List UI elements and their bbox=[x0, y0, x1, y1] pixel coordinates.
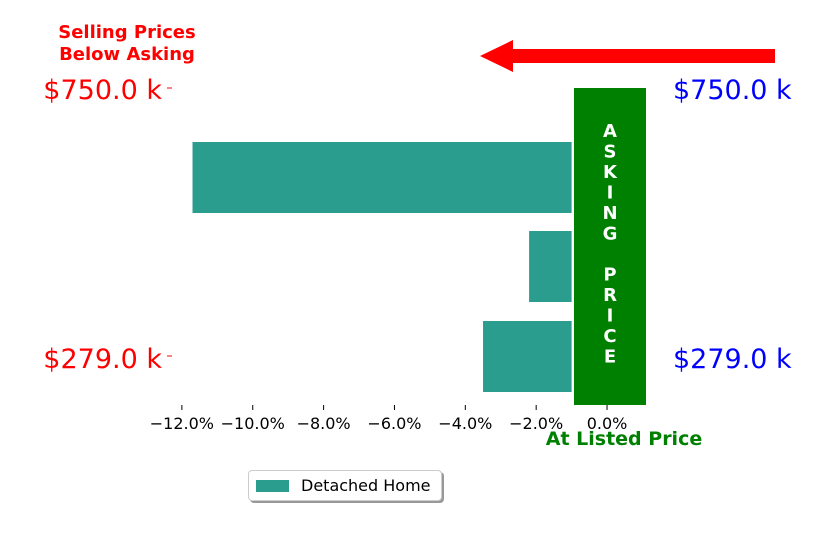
asking-price-letter: A bbox=[603, 121, 617, 142]
chart-title-line-1: Selling Prices bbox=[58, 22, 195, 43]
asking-price-letter: C bbox=[603, 326, 616, 347]
legend: Detached Home bbox=[248, 470, 442, 501]
at-listed-price-label: At Listed Price bbox=[546, 428, 702, 450]
bars-group bbox=[192, 142, 572, 392]
asking-price-letter: I bbox=[607, 306, 614, 327]
legend-label: Detached Home bbox=[301, 476, 431, 495]
x-tick-label: −6.0% bbox=[367, 414, 421, 433]
asking-price-letter: G bbox=[603, 224, 618, 245]
x-tick-label: 0.0% bbox=[587, 414, 628, 433]
asking-price-band bbox=[574, 88, 646, 405]
bar bbox=[483, 321, 572, 392]
asking-price-letter: S bbox=[604, 142, 617, 163]
asking-price-letter: K bbox=[603, 162, 618, 183]
asking-price-letter: I bbox=[607, 183, 614, 204]
x-axis-ticks: −12.0% −10.0% −8.0% −6.0% −4.0% −2.0% 0.0% bbox=[150, 405, 628, 433]
left-arrow-icon bbox=[480, 40, 775, 72]
asking-price-letter: R bbox=[603, 285, 617, 306]
legend-swatch bbox=[256, 480, 289, 492]
left-bottom-price-label: $279.0 k bbox=[43, 344, 162, 375]
x-tick-label: −2.0% bbox=[509, 414, 563, 433]
right-bottom-price-label: $279.0 k bbox=[673, 344, 792, 375]
x-tick-label: −12.0% bbox=[150, 414, 214, 433]
x-tick-label: −4.0% bbox=[438, 414, 492, 433]
asking-price-letter: P bbox=[603, 265, 616, 286]
left-top-price-label: $750.0 k bbox=[43, 75, 162, 106]
x-tick-label: −10.0% bbox=[221, 414, 285, 433]
x-tick-label: −8.0% bbox=[297, 414, 351, 433]
asking-price-letter: E bbox=[604, 347, 616, 368]
asking-price-letter: N bbox=[602, 203, 617, 224]
bar bbox=[529, 231, 572, 302]
bar bbox=[192, 142, 572, 213]
chart-title-line-2: Below Asking bbox=[59, 44, 195, 65]
right-top-price-label: $750.0 k bbox=[673, 75, 792, 106]
